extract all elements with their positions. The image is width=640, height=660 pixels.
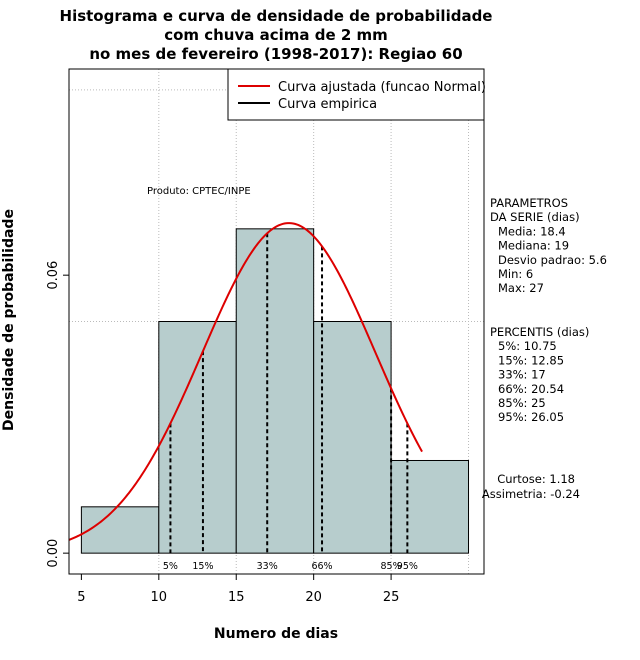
histogram-bar-3 <box>235 228 315 554</box>
chart-title-line-1: Histograma e curva de densidade de proba… <box>60 7 493 25</box>
legend-label-1: Curva ajustada (funcao Normal) <box>278 80 486 95</box>
percentil-item-1: 5%: 10.75 <box>498 339 557 353</box>
percentil-item-5: 85%: 25 <box>498 396 546 410</box>
parametro-item-1: Media: 18.4 <box>498 224 566 238</box>
legend-label-2: Curva empirica <box>278 97 377 112</box>
histogram-bar-4 <box>313 321 392 554</box>
chart-title-line-2: com chuva acima de 2 mm <box>164 26 388 44</box>
legend: Curva ajustada (funcao Normal) Curva empi… <box>227 68 486 121</box>
percentile-label-4: 66% <box>311 561 332 572</box>
y-axis-label: Densidade de probabilidade <box>1 209 17 431</box>
histogram-bar-1 <box>80 506 160 554</box>
parametro-item-2: Mediana: 19 <box>498 239 569 253</box>
x-tick-label-3: 20 <box>305 590 322 605</box>
histogram-bars <box>80 228 470 554</box>
product-annotation: Produto: CPTEC/INPE <box>147 186 251 197</box>
y-axis: 0.00 0.06 <box>46 261 69 568</box>
percentil-item-6: 95%: 26.05 <box>498 410 564 424</box>
x-axis: 5 10 15 20 25 <box>77 574 399 605</box>
curtose-value: Curtose: 1.18 <box>497 472 575 486</box>
y-tick-label-1: 0.06 <box>46 261 61 290</box>
x-axis-label: Numero de dias <box>214 626 338 642</box>
x-tick-label-4: 25 <box>383 590 400 605</box>
legend-box <box>227 68 485 121</box>
x-tick-label-0: 5 <box>77 590 85 605</box>
percentis-heading: PERCENTIS (dias) <box>490 325 589 339</box>
histogram-bar-2 <box>158 321 237 554</box>
x-tick-label-2: 15 <box>228 590 245 605</box>
percentile-label-5: 85% <box>381 561 402 572</box>
parametro-item-3: Desvio padrao: 5.6 <box>498 253 607 267</box>
percentil-item-2: 15%: 12.85 <box>498 353 564 367</box>
percentil-item-3: 33%: 17 <box>498 368 546 382</box>
normal-curve <box>68 222 423 541</box>
parametros-heading-1: PARAMETROS <box>490 196 568 210</box>
parametro-item-5: Max: 27 <box>498 281 544 295</box>
x-tick-label-1: 10 <box>151 590 168 605</box>
assimetria-value: Assimetria: -0.24 <box>482 487 580 501</box>
percentile-label-3: 33% <box>257 561 278 572</box>
percentile-label-2: 15% <box>192 561 213 572</box>
y-tick-label-0: 0.00 <box>46 539 61 568</box>
percentile-label-6: 95% <box>397 561 418 572</box>
parametro-item-4: Min: 6 <box>498 267 533 281</box>
parametros-heading-2: DA SERIE (dias) <box>490 210 580 224</box>
percentil-item-4: 66%: 20.54 <box>498 382 564 396</box>
chart-title-line-3: no mes de fevereiro (1998-2017): Regiao … <box>89 45 462 63</box>
percentile-label-1: 5% <box>163 561 178 572</box>
percentile-lines: 5% 15% 33% 66% 85%95% <box>163 233 418 572</box>
chart-title: Histograma e curva de densidade de proba… <box>60 7 493 63</box>
histogram-bar-5 <box>390 459 470 554</box>
